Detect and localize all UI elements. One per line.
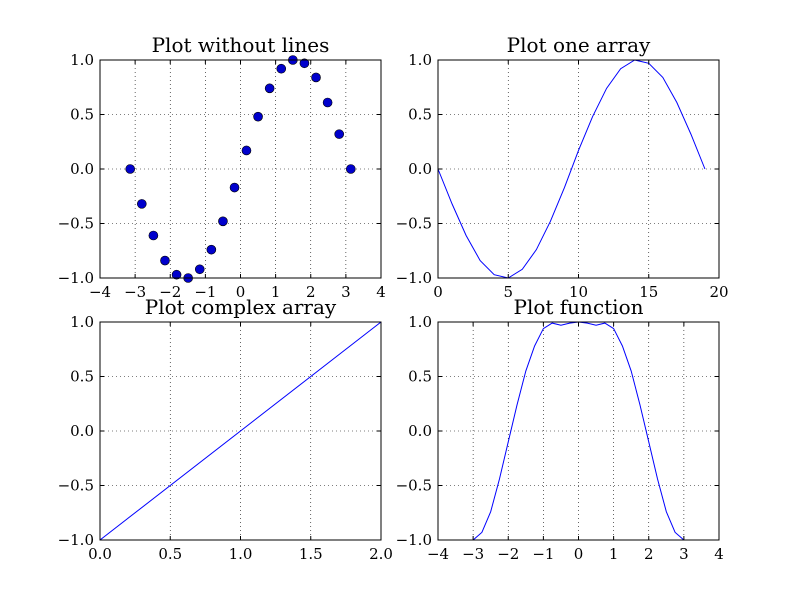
scatter-point bbox=[322, 97, 333, 108]
series-line bbox=[99, 321, 382, 541]
x-tick-label: −2 bbox=[159, 283, 181, 301]
series-line bbox=[437, 59, 706, 279]
plot-area bbox=[99, 321, 382, 541]
y-tick-label: 0.0 bbox=[70, 160, 94, 178]
subplot-title: Plot function bbox=[513, 295, 643, 319]
x-tick-label: 3 bbox=[341, 283, 351, 301]
y-tick-label: 0.5 bbox=[408, 106, 432, 124]
scatter-point bbox=[125, 164, 136, 174]
x-tick-label: 0 bbox=[574, 545, 584, 563]
y-tick-label: 0.0 bbox=[408, 422, 432, 440]
x-tick-label: 0.5 bbox=[158, 545, 182, 563]
y-tick-label: −1.0 bbox=[58, 269, 94, 287]
x-tick-label: 2.0 bbox=[369, 545, 393, 563]
y-tick-label: 0.5 bbox=[70, 368, 94, 386]
scatter-point bbox=[136, 199, 147, 209]
scatter-point bbox=[160, 255, 170, 266]
y-tick-label: −0.5 bbox=[58, 477, 94, 495]
subplot-title: Plot without lines bbox=[152, 33, 330, 57]
x-tick-label: −3 bbox=[124, 283, 146, 301]
scatter-point bbox=[229, 182, 240, 193]
x-tick-label: 1.5 bbox=[299, 545, 323, 563]
scatter-point bbox=[148, 230, 159, 241]
subplot-4: Plot function −4 −3 −2 −1 0 1 2 3 4 −1.0 −0.5 0.0 0.5… bbox=[396, 295, 724, 563]
y-tick-label: 1.0 bbox=[408, 313, 432, 331]
y-tick-label: −0.5 bbox=[396, 215, 432, 233]
scatter-point bbox=[253, 111, 263, 122]
subplot-title: Plot complex array bbox=[145, 295, 337, 319]
y-tick-label: −0.5 bbox=[58, 215, 94, 233]
y-tick-label: 1.0 bbox=[408, 51, 432, 69]
x-tick-label: −4 bbox=[427, 545, 449, 563]
y-tick-label: 1.0 bbox=[70, 313, 94, 331]
subplot-2: Plot one array 0 5 10 15 20 −1.0 −0.5 0.0 0.5 1.0 bbox=[396, 33, 729, 301]
x-tick-label: −1 bbox=[194, 283, 216, 301]
y-tick-label: −0.5 bbox=[396, 477, 432, 495]
y-tick-label: 1.0 bbox=[70, 51, 94, 69]
x-tick-label: 5 bbox=[503, 283, 513, 301]
subplot-title: Plot one array bbox=[507, 33, 651, 57]
x-tick-label: 2 bbox=[644, 545, 654, 563]
scatter-point bbox=[299, 58, 310, 69]
scatter-point bbox=[171, 269, 182, 280]
y-tick-label: 0.0 bbox=[70, 422, 94, 440]
scatter-point bbox=[276, 63, 287, 74]
y-tick-label: 0.5 bbox=[70, 106, 94, 124]
x-tick-label: 0.0 bbox=[88, 545, 112, 563]
x-tick-label: 4 bbox=[714, 545, 724, 563]
x-tick-label: 10 bbox=[569, 283, 588, 301]
x-tick-label: 0 bbox=[433, 283, 443, 301]
x-tick-label: −2 bbox=[497, 545, 519, 563]
x-tick-label: 1 bbox=[271, 283, 281, 301]
scatter-point bbox=[345, 164, 356, 174]
y-tick-label: 0.5 bbox=[408, 368, 432, 386]
x-tick-label: 20 bbox=[709, 283, 728, 301]
scatter-point bbox=[311, 72, 321, 83]
x-tick-label: 3 bbox=[679, 545, 689, 563]
scatter-point bbox=[241, 145, 252, 156]
plot-area bbox=[437, 59, 706, 279]
x-tick-label: −4 bbox=[89, 283, 111, 301]
y-tick-label: 0.0 bbox=[408, 160, 432, 178]
subplot-3: Plot complex array 0.0 0.5 1.0 1.5 2.0 −1.0 −0.… bbox=[58, 295, 393, 563]
y-tick-label: −1.0 bbox=[396, 269, 432, 287]
x-tick-label: 2 bbox=[306, 283, 316, 301]
y-tick-label: −1.0 bbox=[58, 531, 94, 549]
scatter-point bbox=[194, 264, 205, 275]
x-tick-label: 1 bbox=[609, 545, 619, 563]
scatter-point bbox=[264, 83, 275, 94]
x-tick-label: 4 bbox=[376, 283, 386, 301]
x-tick-label: 0 bbox=[236, 283, 246, 301]
x-tick-label: 1.0 bbox=[229, 545, 253, 563]
x-tick-label: −3 bbox=[462, 545, 484, 563]
y-tick-label: −1.0 bbox=[396, 531, 432, 549]
scatter-point bbox=[334, 129, 345, 139]
x-tick-label: −1 bbox=[532, 545, 554, 563]
subplot-1: Plot without lines −4 −3 −2 −1 0 1 2 3 4 −1.0 −0.5 0… bbox=[58, 33, 386, 301]
scatter-point bbox=[206, 244, 217, 255]
x-tick-label: 15 bbox=[639, 283, 658, 301]
scatter-point bbox=[218, 216, 228, 227]
